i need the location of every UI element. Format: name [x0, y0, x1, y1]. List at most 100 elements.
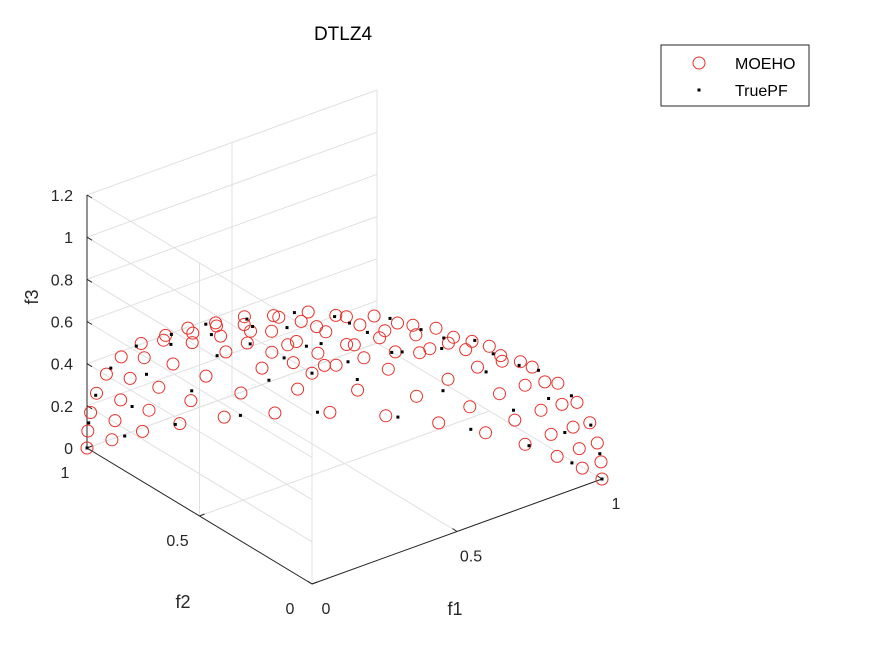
moeho-point [410, 389, 423, 403]
legend-label-truepf: TruePF [735, 83, 788, 100]
moeho-point [351, 383, 365, 397]
moeho-point [406, 318, 420, 332]
moeho-point [459, 343, 473, 357]
moeho-point [429, 321, 443, 335]
moeho-point [347, 338, 361, 352]
truepf-point [304, 344, 308, 348]
moeho-point [590, 436, 604, 450]
moeho-point [108, 414, 122, 428]
truepf-point [123, 434, 127, 438]
x-tick-label: 0 [322, 601, 331, 618]
truepf-point [570, 461, 574, 465]
moeho-point [551, 376, 565, 390]
moeho-point [114, 350, 128, 364]
x-tick-label: 0.5 [460, 549, 482, 566]
moeho-point [319, 325, 333, 339]
truepf-point [282, 356, 286, 360]
moeho-point [219, 345, 233, 359]
moeho-point [525, 360, 539, 374]
truepf-point [251, 325, 255, 328]
truepf-point [419, 328, 423, 332]
truepf-point [442, 336, 446, 340]
moeho-point [136, 424, 149, 438]
truepf-point [319, 342, 323, 346]
moeho-point [409, 328, 423, 342]
truepf-point [537, 368, 540, 372]
tick-labels: 0 0.5 1 0 0.5 1 0 0.2 0.4 0.6 0.8 1 1.2 [51, 188, 621, 618]
moeho-point [538, 375, 552, 389]
moeho-point [184, 394, 198, 408]
truepf-point [400, 350, 404, 354]
moeho-point [80, 441, 94, 455]
truepf-point [292, 311, 296, 315]
moeho-point [157, 333, 171, 347]
moeho-point [289, 335, 303, 348]
moeho-point [378, 324, 392, 338]
z-tick-label: 0.8 [51, 272, 73, 289]
z-tick-mark [86, 236, 93, 241]
truepf-point [310, 371, 314, 375]
moeho-point [105, 433, 119, 447]
moeho-point [199, 369, 213, 383]
moeho-point [493, 387, 506, 401]
moeho-point [267, 309, 280, 323]
moeho-point [575, 461, 589, 475]
truepf-point [469, 427, 473, 431]
truepf-point [473, 338, 477, 342]
truepf-point [248, 342, 252, 346]
truepf-point [169, 342, 173, 346]
moeho-point [495, 354, 509, 368]
truepf-point [267, 378, 271, 382]
truepf-point [569, 394, 573, 398]
truepf-point [441, 389, 445, 393]
moeho-point [255, 361, 269, 375]
z-tick-label: 0 [64, 441, 73, 458]
moeho-point [134, 337, 148, 350]
chart-title: DTLZ4 [314, 24, 373, 45]
truepf-point [238, 413, 242, 417]
y-tick-label: 0.5 [166, 533, 188, 550]
truepf-point [134, 344, 138, 348]
truepf-point [598, 452, 602, 456]
truepf-point [355, 378, 359, 381]
truepf-point [348, 321, 351, 325]
moeho-point [595, 472, 609, 486]
z-tick-mark [86, 194, 93, 199]
legend: MOEHO TruePF [660, 44, 810, 107]
moeho-point [482, 339, 496, 353]
moeho-point [329, 358, 343, 372]
moeho-point [329, 308, 343, 322]
truepf-point [491, 352, 495, 356]
series-moeho-points [80, 305, 609, 486]
truepf-point [173, 422, 177, 426]
legend-box [660, 44, 810, 107]
truepf-point [589, 423, 593, 427]
moeho-point [465, 334, 479, 348]
z-tick-mark [86, 321, 93, 325]
truepf-point [563, 431, 567, 434]
truepf-point [85, 446, 89, 450]
legend-marker-truepf [697, 88, 701, 92]
y-tick-label: 1 [61, 465, 70, 482]
moeho-point [381, 362, 395, 376]
moeho-point [494, 349, 508, 363]
moeho-point [81, 424, 95, 438]
legend-marker-moeho [692, 56, 706, 70]
z-tick-label: 0.2 [51, 399, 73, 416]
z-tick-mark [86, 363, 93, 368]
moeho-point [114, 393, 128, 407]
truepf-point [440, 347, 444, 350]
truepf-point [245, 317, 249, 321]
moeho-point [142, 403, 156, 417]
truepf-point [512, 408, 515, 412]
moeho-point [555, 397, 569, 411]
truepf-point [87, 421, 91, 425]
moeho-point [572, 442, 586, 456]
moeho-point [217, 410, 231, 424]
moeho-point [339, 310, 353, 324]
z-tick-mark [86, 278, 93, 283]
truepf-point [600, 477, 604, 481]
moeho-point [566, 420, 580, 434]
moeho-point [544, 427, 558, 441]
